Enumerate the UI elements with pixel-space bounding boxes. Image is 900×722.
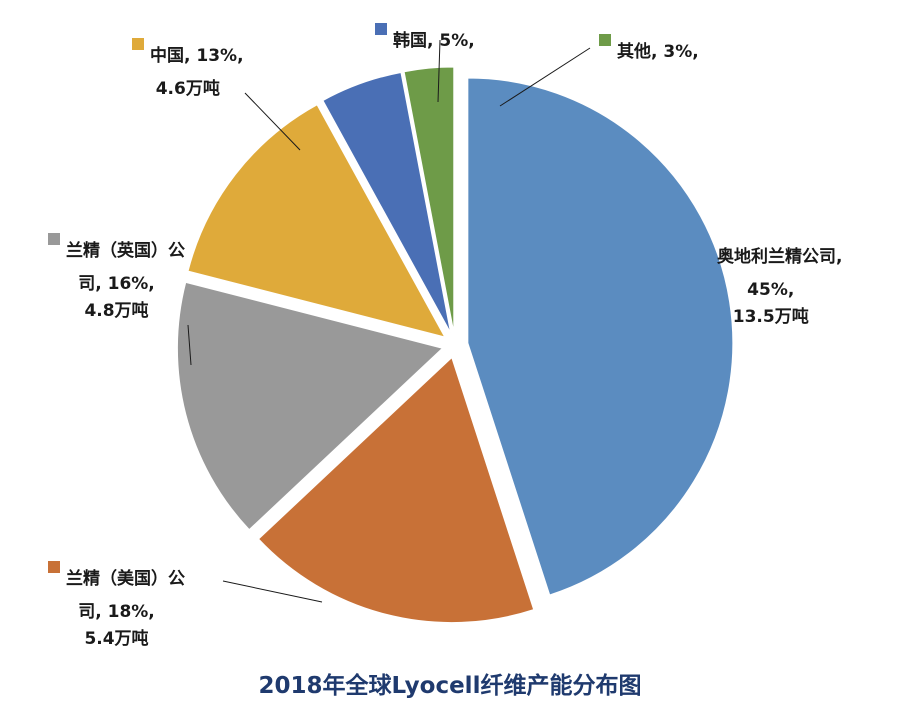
- data-label-austria-line-3: 13.5万吨: [733, 306, 809, 327]
- leader-line-uk: [187, 324, 192, 366]
- data-label-austria: 奥地利兰精公司, 45%, 13.5万吨: [699, 239, 842, 327]
- legend-swatch-usa: [48, 561, 60, 573]
- legend-swatch-korea: [375, 23, 387, 35]
- legend-swatch-other: [599, 34, 611, 46]
- data-label-uk-line-2: 司, 16%,: [78, 274, 155, 294]
- pie-slice-uk: [176, 281, 444, 531]
- leader-line-usa: [222, 580, 323, 603]
- pie-slices: [176, 66, 734, 624]
- pie-slice-korea: [322, 71, 452, 334]
- pie-slice-austria: [467, 77, 734, 596]
- pie-slice-usa: [257, 356, 535, 624]
- data-label-usa-line-2: 司, 18%,: [78, 602, 155, 622]
- legend-swatch-uk: [48, 233, 60, 245]
- data-label-uk: 兰精（英国）公司, 16%, 4.8万吨: [48, 233, 185, 321]
- legend-swatch-china: [132, 38, 144, 50]
- pie-slice-china: [187, 104, 446, 338]
- data-label-other: 其他, 3%,: [599, 34, 699, 62]
- data-label-korea: 韩国, 5%,: [375, 23, 475, 51]
- chart-title: 2018年全球Lyocell纤维产能分布图: [259, 672, 642, 699]
- data-label-usa-line-3: 5.4万吨: [84, 628, 148, 649]
- data-label-usa: 兰精（美国）公司, 18%, 5.4万吨: [48, 561, 185, 649]
- legend-swatch-austria: [699, 239, 711, 251]
- data-label-uk-line-3: 4.8万吨: [84, 300, 148, 321]
- leader-line-korea: [437, 39, 441, 103]
- data-label-austria-line-2: 45%,: [747, 280, 794, 300]
- data-label-austria-line-1: 奥地利兰精公司,: [717, 246, 842, 267]
- leader-lines: [187, 39, 591, 603]
- data-label-china: 中国, 13%, 4.6万吨: [132, 38, 244, 99]
- pie-slice-other: [403, 66, 455, 333]
- data-label-korea-line-1: 韩国, 5%,: [393, 30, 475, 51]
- data-label-uk-line-1: 兰精（英国）公: [66, 240, 185, 261]
- leader-line-other: [499, 47, 591, 107]
- data-label-china-line-2: 4.6万吨: [156, 78, 220, 99]
- data-label-usa-line-1: 兰精（美国）公: [66, 568, 185, 589]
- data-label-other-line-1: 其他, 3%,: [617, 41, 699, 62]
- leader-line-china: [244, 92, 301, 151]
- data-label-china-line-1: 中国, 13%,: [150, 45, 244, 66]
